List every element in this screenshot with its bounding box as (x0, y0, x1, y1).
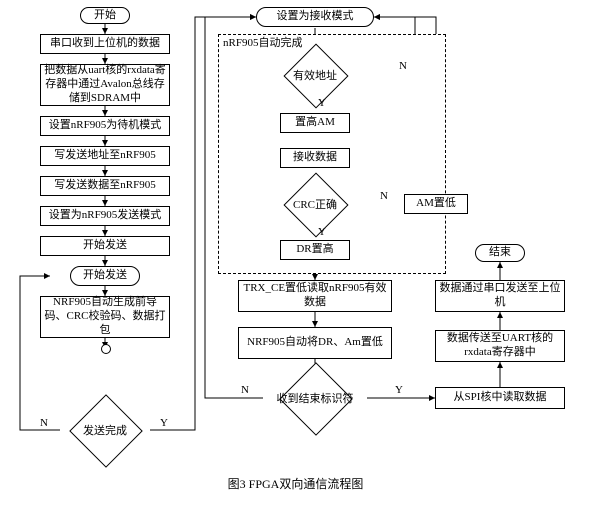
text: 设置nRF905为待机模式 (49, 119, 161, 133)
group-label: nRF905自动完成 (219, 35, 306, 53)
node-am-low: AM置低 (404, 194, 468, 214)
label-n: N (241, 384, 249, 396)
node-auto-crc: NRF905自动生成前导码、CRC校验码、数据打包 (40, 296, 170, 338)
node-tx-mode: 设置为nRF905发送模式 (40, 206, 170, 226)
node-serial-to-host: 数据通过串口发送至上位机 (435, 280, 565, 312)
node-am-high: 置高AM (280, 113, 350, 133)
node-spi-read: 从SPI核中读取数据 (435, 387, 565, 409)
node-store-sdram: 把数据从uart核的rxdata寄存器中通过Avalon总线存储到SDRAM中 (40, 64, 170, 106)
text: 设置为nRF905发送模式 (49, 209, 161, 223)
text: NRF905自动将DR、Am置低 (247, 336, 383, 350)
label-n: N (40, 417, 48, 429)
node-dr-high: DR置高 (280, 240, 350, 260)
end-node: 结束 (475, 244, 525, 262)
text: DR置高 (296, 243, 333, 257)
text: 开始发送 (83, 239, 127, 253)
text: 开始发送 (83, 269, 127, 283)
label-n: N (399, 60, 407, 72)
label-n: N (380, 190, 388, 202)
text: 写发送数据至nRF905 (54, 179, 155, 193)
node-serial-receive: 串口收到上位机的数据 (40, 34, 170, 54)
label-y: Y (160, 417, 168, 429)
label-y: Y (318, 226, 326, 238)
decision-end-mark-label: 收到结束标识符 (266, 390, 364, 406)
label-y: Y (318, 97, 326, 109)
junction-icon (101, 344, 111, 354)
node-rx-mode: 设置为接收模式 (256, 7, 374, 27)
label-y: Y (395, 384, 403, 396)
figure-caption: 图3 FPGA双向通信流程图 (0, 475, 591, 492)
node-standby: 设置nRF905为待机模式 (40, 116, 170, 136)
text: AM置低 (416, 197, 456, 211)
node-trxce-low: TRX_CE置低读取nRF905有效数据 (238, 280, 392, 312)
text: 数据传送至UART核的rxdata寄存器中 (439, 332, 561, 360)
node-write-data: 写发送数据至nRF905 (40, 176, 170, 196)
end-label: 结束 (489, 246, 511, 260)
start-label: 开始 (94, 9, 116, 23)
text: TRX_CE置低读取nRF905有效数据 (242, 282, 388, 310)
node-start-send: 开始发送 (70, 266, 140, 286)
node-rx-data: 接收数据 (280, 148, 350, 168)
text: 串口收到上位机的数据 (50, 37, 160, 51)
text: 置高AM (295, 116, 335, 130)
text: 数据通过串口发送至上位机 (439, 282, 561, 310)
decision-crc-label: CRC正确 (282, 197, 348, 211)
text: 把数据从uart核的rxdata寄存器中通过Avalon总线存储到SDRAM中 (44, 64, 166, 105)
start-node: 开始 (80, 7, 130, 24)
text: NRF905自动生成前导码、CRC校验码、数据打包 (44, 296, 166, 337)
text: 写发送地址至nRF905 (54, 149, 155, 163)
text: 设置为接收模式 (277, 10, 354, 24)
decision-tx-complete-label: 发送完成 (70, 422, 140, 438)
decision-valid-addr-label: 有效地址 (282, 68, 348, 82)
node-write-addr: 写发送地址至nRF905 (40, 146, 170, 166)
node-start-tx: 开始发送 (40, 236, 170, 256)
text: 从SPI核中读取数据 (454, 391, 547, 405)
text: 接收数据 (293, 151, 337, 165)
node-dr-am-low: NRF905自动将DR、Am置低 (238, 327, 392, 359)
node-uart-rxdata: 数据传送至UART核的rxdata寄存器中 (435, 330, 565, 362)
